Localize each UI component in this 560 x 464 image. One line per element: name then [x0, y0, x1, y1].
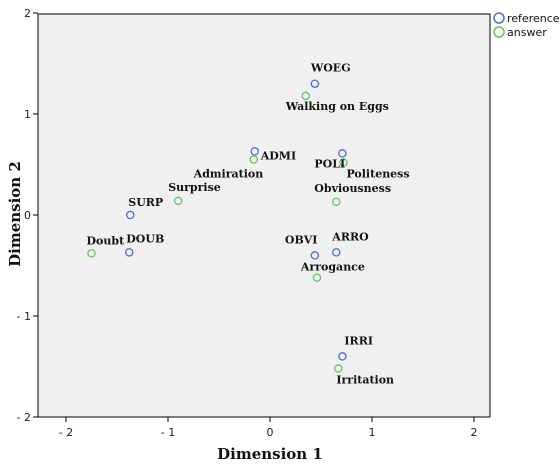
reference-point	[250, 147, 259, 156]
x-tick-label: 1	[369, 426, 376, 439]
legend-label: answer	[507, 26, 547, 39]
point-label: Politeness	[346, 167, 409, 180]
point-label: Surprise	[168, 181, 221, 194]
axis-ticks: - 2 - 1 0 1 2 2 1 0 - 1 - 2	[17, 7, 478, 439]
point-label: POLI	[314, 157, 345, 170]
x-tick-label: - 2	[59, 426, 73, 439]
answer-point	[332, 197, 341, 207]
y-tick-label: 1	[24, 108, 31, 121]
y-tick-label: 2	[24, 7, 31, 20]
point-label: SURP	[128, 196, 163, 209]
point-label: Doubt	[87, 234, 126, 247]
point-label: Walking on Eggs	[285, 100, 389, 113]
answer-point	[339, 158, 348, 167]
answer-point	[249, 155, 258, 164]
point-label: Admiration	[193, 167, 264, 180]
y-tick-label: - 1	[17, 310, 31, 323]
reference-point	[332, 248, 341, 257]
answer-point	[87, 249, 96, 258]
answer-point	[301, 91, 310, 101]
point-label: DOUB	[126, 232, 164, 245]
answer-point	[173, 196, 183, 206]
data-points	[87, 79, 348, 373]
reference-point	[310, 251, 320, 260]
legend-marker	[493, 26, 505, 38]
x-tick-label: 0	[267, 426, 274, 439]
x-axis-title: Dimension 1	[217, 445, 323, 463]
reference-point	[126, 210, 135, 220]
point-label: ARRO	[331, 230, 369, 243]
point-label: IRRI	[344, 334, 373, 347]
reference-point	[338, 149, 347, 158]
reference-point	[124, 248, 134, 257]
point-label: ADMI	[260, 149, 296, 162]
y-axis-title: Dimension 2	[6, 161, 24, 267]
point-label: OBVI	[285, 233, 318, 246]
plot-area	[37, 13, 491, 418]
reference-point	[338, 352, 347, 361]
legend-label: reference	[507, 12, 560, 25]
point-label: Irritation	[336, 374, 394, 387]
x-tick-label: 2	[471, 426, 478, 439]
answer-point	[312, 273, 322, 282]
point-labels: WOEG ADMI POLI SURP DOUB OBVI ARRO IRRI Walking …	[87, 62, 410, 387]
point-label: WOEG	[310, 62, 351, 75]
point-label: Arrogance	[300, 261, 365, 274]
y-tick-label: 0	[24, 209, 31, 222]
x-tick-label: - 1	[161, 426, 175, 439]
reference-point	[310, 79, 320, 88]
y-tick-label: - 2	[17, 411, 31, 424]
legend-marker	[493, 12, 505, 24]
answer-point	[334, 364, 343, 373]
point-label: Obviousness	[314, 182, 391, 195]
